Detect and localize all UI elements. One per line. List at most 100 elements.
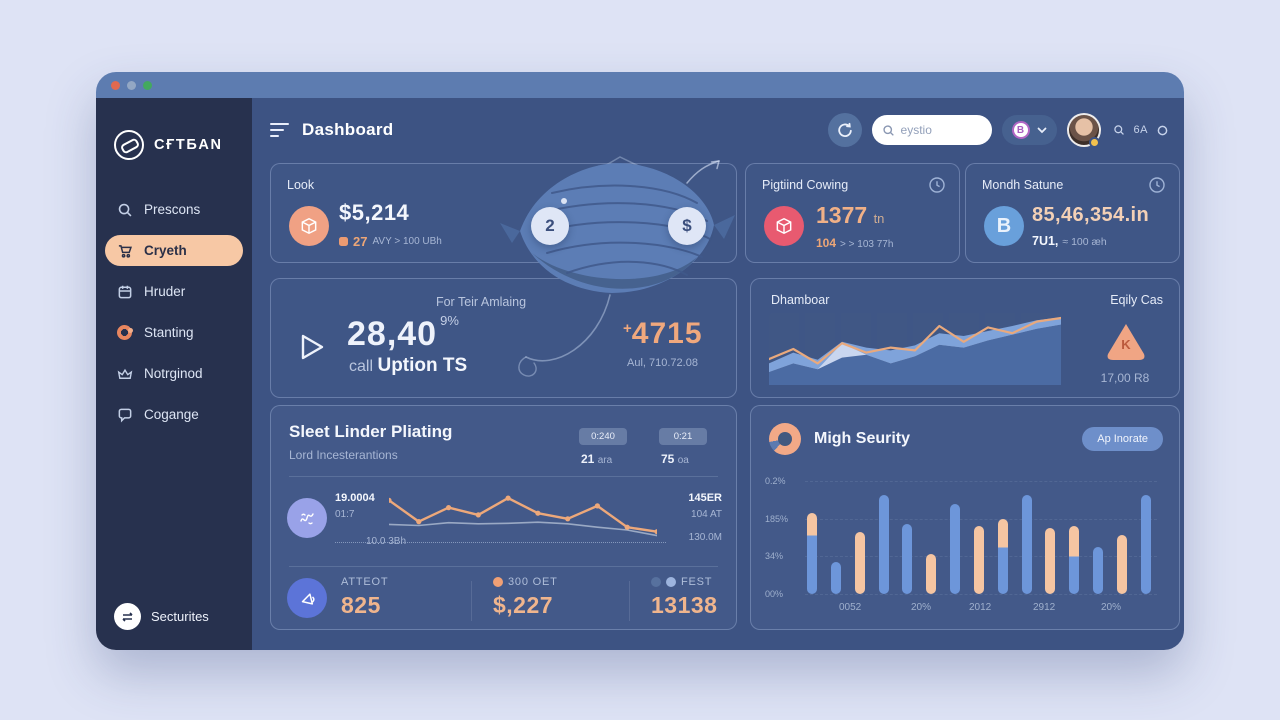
- bar-chart: [807, 481, 1151, 594]
- main-area: Dashboard B: [252, 98, 1184, 650]
- stat-label: 300 OET: [508, 576, 558, 588]
- stat-label: FEST: [681, 576, 713, 588]
- y-tick: 00%: [765, 589, 784, 599]
- series-value-left: 19.0004: [335, 492, 375, 504]
- grey-dot-icon: [651, 577, 661, 587]
- mondh-card: Mondh Satune B 85,46,354.in 7U1, ≈ 100 æh: [965, 163, 1180, 263]
- value-sup: 9%: [440, 313, 459, 328]
- logo-text: CҒТБAN: [154, 137, 223, 153]
- transfer-icon: [114, 603, 141, 630]
- pigtiind-card: Pigtiind Cowing 1377 tn 104 > > 103 77h: [745, 163, 960, 263]
- sidebar-footer-label: Secturites: [151, 609, 209, 624]
- stat-sub-strong: 104: [816, 236, 837, 250]
- sleet-line-chart: [389, 495, 657, 537]
- y-tick: 185%: [765, 514, 789, 524]
- sidebar-menu: Prescons Cryeth Hruder: [96, 194, 252, 430]
- maximize-window-button[interactable]: [143, 80, 152, 90]
- cart-icon: [116, 242, 133, 259]
- x-tick: 20%: [1101, 602, 1122, 613]
- menu-icon[interactable]: [270, 122, 290, 138]
- card-title: Mondh Satune: [982, 178, 1064, 192]
- chevron-down-icon: [1037, 127, 1046, 133]
- sidebar-item-prescons[interactable]: Prescons: [105, 194, 243, 225]
- bar: [1069, 526, 1080, 594]
- x-tick: 2912: [1033, 602, 1056, 613]
- stat-value: 1377: [816, 202, 868, 228]
- sidebar-item-cogange[interactable]: Cogange: [105, 399, 243, 430]
- divider: [471, 581, 472, 621]
- sidebar-item-notrginod[interactable]: Notrginod: [105, 358, 243, 389]
- x-tick: 20%: [911, 602, 932, 613]
- avatar: [1066, 113, 1101, 147]
- stat-badge: 27: [353, 234, 368, 249]
- sidebar-item-stanting[interactable]: Stanting: [105, 317, 243, 348]
- sidebar-item-cryeth[interactable]: Cryeth: [105, 235, 243, 266]
- sidebar-item-label: Cryeth: [144, 243, 187, 258]
- dhamboar-area-chart: [769, 316, 1061, 385]
- sidebar-item-label: Cogange: [144, 407, 199, 422]
- delta-sign: +: [623, 320, 632, 337]
- search-icon[interactable]: [1113, 124, 1125, 136]
- badge-sub-value: 21: [581, 452, 595, 466]
- orange-dot-icon: [493, 577, 503, 587]
- for-teir-card: For Teir Amlaing 28,40 9% call Uption TS …: [270, 278, 737, 398]
- box-icon: [289, 206, 329, 246]
- window-titlebar: [96, 72, 1184, 98]
- series-sub-right: 104 AT: [691, 509, 722, 520]
- question-bubble-button[interactable]: 2: [531, 207, 569, 245]
- bar: [878, 494, 889, 594]
- play-icon[interactable]: [289, 325, 333, 374]
- b-coin-icon: B: [984, 206, 1024, 246]
- bar: [830, 562, 841, 594]
- bar: [1021, 494, 1032, 594]
- divider: [629, 581, 630, 621]
- clock-icon[interactable]: [1147, 176, 1167, 196]
- close-window-button[interactable]: [111, 80, 120, 90]
- ap-inorate-button[interactable]: Ap Inorate: [1082, 427, 1163, 451]
- sidebar-item-label: Stanting: [144, 325, 194, 340]
- scribble-icon: [287, 498, 327, 538]
- bar: [973, 526, 984, 594]
- stat-value: $5,214: [339, 200, 410, 225]
- refresh-button[interactable]: [827, 113, 862, 147]
- gridline: [805, 594, 1157, 595]
- blue-dot-icon: [666, 577, 676, 587]
- svg-text:K: K: [1121, 337, 1131, 352]
- bar: [807, 512, 817, 594]
- page-title: Dashboard: [302, 120, 394, 139]
- bar: [1045, 528, 1056, 594]
- x-tick: 0052: [839, 602, 862, 613]
- clock-icon[interactable]: [927, 176, 947, 196]
- k-token-icon: K: [1103, 321, 1149, 368]
- x-axis: [335, 542, 666, 543]
- amount-label: 17,00 R8: [1100, 371, 1150, 385]
- card-title: Look: [287, 178, 315, 192]
- axis-label: 10.0 3Bh: [366, 536, 407, 547]
- currency-selector[interactable]: B: [1001, 115, 1057, 145]
- migh-security-card: Migh Seurity Ap Inorate 0.2% 185% 34% 00…: [750, 405, 1180, 630]
- gridline: [805, 519, 1157, 520]
- calendar-icon: [116, 283, 133, 300]
- search-input[interactable]: [900, 123, 971, 137]
- stat-sub: AVY > 100 UBh: [372, 236, 442, 247]
- user-avatar[interactable]: [1066, 113, 1101, 148]
- circle-icon[interactable]: [1157, 125, 1168, 136]
- minimize-window-button[interactable]: [127, 80, 136, 90]
- sleet-card: Sleet Linder Pliating Lord Incesterantio…: [270, 405, 737, 630]
- stat-sub: > > 103 77h: [840, 239, 894, 250]
- sidebar-item-hruder[interactable]: Hruder: [105, 276, 243, 307]
- status-badge: [1088, 137, 1100, 148]
- stat-value: $,227: [493, 592, 554, 618]
- cube-icon: [764, 206, 804, 246]
- dollar-bubble-button[interactable]: $: [668, 207, 706, 245]
- stat-sub-strong: 7U1,: [1032, 234, 1059, 248]
- square-bullet-icon: [339, 237, 348, 246]
- main-header: Dashboard B: [270, 110, 1168, 150]
- sidebar-item-secturites[interactable]: Secturites: [96, 603, 252, 630]
- sidebar: CҒТБAN Prescons Cryeth: [96, 98, 252, 650]
- quick-action-label[interactable]: 6A: [1133, 124, 1148, 136]
- sidebar-item-label: Notrginod: [144, 366, 203, 381]
- bar: [854, 531, 865, 594]
- series-sub-right-2: 130.0M: [688, 532, 722, 543]
